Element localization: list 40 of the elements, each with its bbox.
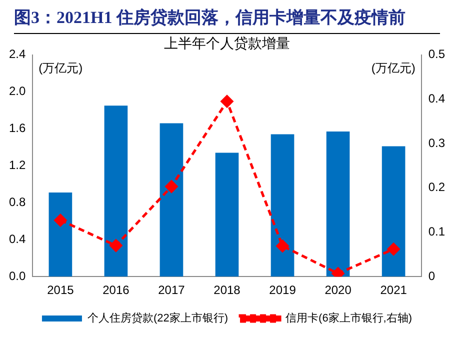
- x-tick-label: 2018: [214, 283, 241, 298]
- y-tick-label: 0.4: [8, 232, 26, 246]
- point: [110, 239, 122, 252]
- bar: [326, 132, 350, 277]
- x-tick-label: 2016: [102, 283, 130, 298]
- y-tick-label: 1.6: [8, 121, 26, 136]
- y2-tick-label: 0.1: [428, 224, 446, 239]
- point: [54, 214, 67, 227]
- bar: [48, 192, 72, 277]
- point: [332, 267, 344, 277]
- x-tick-label: 2019: [269, 283, 296, 298]
- y2-tick-label: 0.2: [428, 180, 446, 194]
- y-tick-label: 2.0: [8, 84, 26, 98]
- bar: [104, 106, 128, 277]
- y-axis-title: (万亿元): [38, 61, 83, 76]
- bar: [160, 123, 184, 277]
- point: [276, 240, 289, 252]
- y-tick-label: 1.2: [8, 158, 26, 172]
- legend-label: 信用卡(6家上市银行,右轴): [286, 312, 412, 325]
- y-tick-label: 0.0: [8, 268, 26, 283]
- x-tick-label: 2020: [324, 283, 352, 298]
- point: [165, 180, 178, 193]
- point: [387, 242, 400, 256]
- legend-label: 个人住房贷款(22家上市银行): [87, 312, 228, 325]
- y2-tick-label: 0: [428, 268, 436, 283]
- chart-subtitle: 上半年个人贷款增量: [164, 36, 290, 52]
- y-tick-label: 2.4: [8, 47, 26, 62]
- y-tick-label: 0.8: [8, 194, 26, 209]
- point: [220, 95, 234, 108]
- y2-tick-label: 0.3: [428, 136, 446, 150]
- y2-tick-label: 0.4: [428, 91, 446, 106]
- x-tick-label: 2021: [380, 283, 408, 298]
- x-tick-label: 2015: [47, 283, 74, 298]
- bar: [382, 146, 406, 277]
- y2-tick-label: 0.5: [428, 47, 446, 62]
- x-tick-label: 2017: [158, 283, 186, 298]
- chart-title: 图3：2021H1 住房贷款回落，信用卡增量不及疫情前: [14, 0, 440, 34]
- bar: [270, 134, 294, 277]
- bar: [215, 152, 239, 277]
- y2-axis-title: (万亿元): [371, 61, 416, 76]
